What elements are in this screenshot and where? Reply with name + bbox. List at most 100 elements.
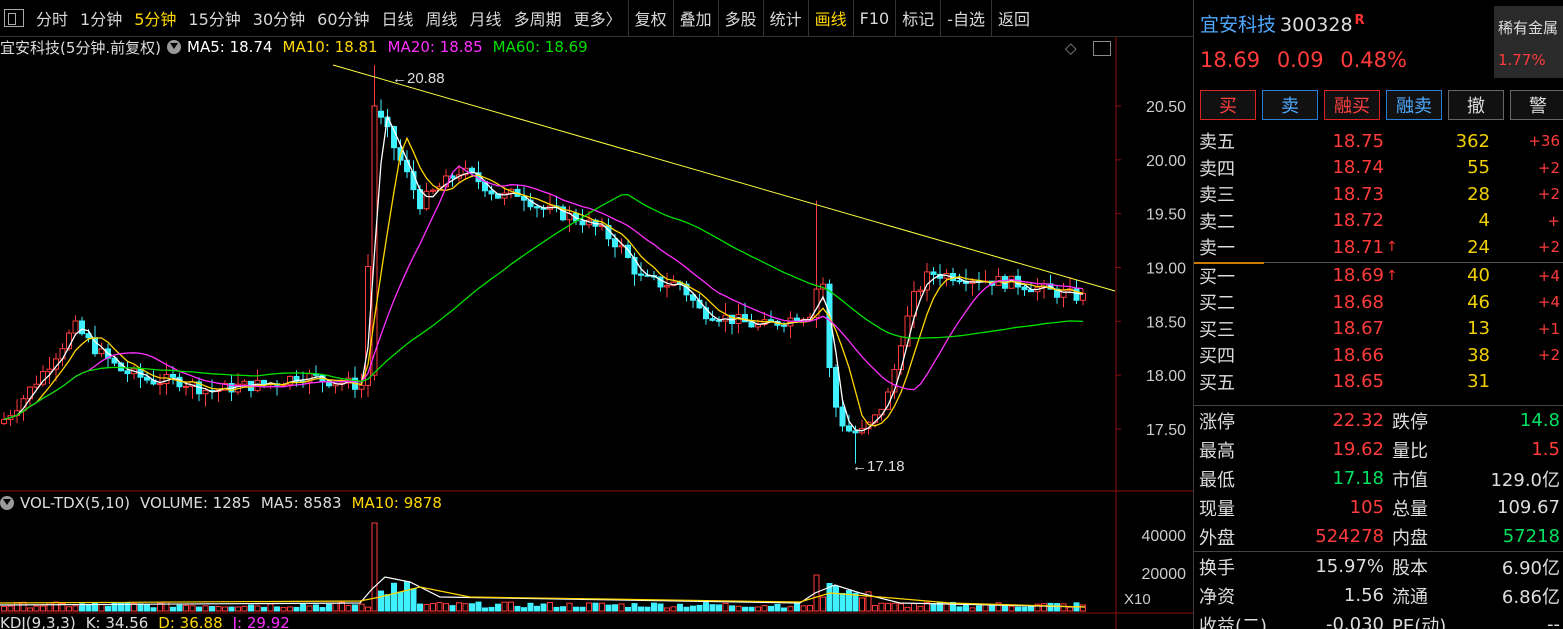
kdj-indicator-bar: KDJ(9,3,3) K: 34.56 D: 36.88 J: 29.92	[0, 613, 290, 629]
period-tab-10[interactable]: 更多〉	[573, 10, 622, 29]
tool-button-7[interactable]: -自选	[947, 10, 986, 29]
trade-button-0[interactable]: 买	[1200, 90, 1256, 120]
price-change: 0.09	[1276, 48, 1324, 72]
asks-row[interactable]: 卖一 18.71 ↑ 24 +2	[1194, 234, 1563, 261]
tool-buttons: 复权 叠加 多股 统计 画线 F10 标记 -自选 返回	[629, 0, 1036, 36]
tool-button-2[interactable]: 多股	[724, 10, 757, 29]
stats-row: 换手 15.97% 股本 6.90亿	[1194, 552, 1563, 581]
drawn-trendline[interactable]	[332, 64, 1116, 292]
legend-item: J: 29.92	[232, 614, 290, 629]
bids-row[interactable]: 买五 18.65 31	[1194, 369, 1563, 396]
tool-button-5[interactable]: F10	[859, 8, 890, 28]
level-change: +2	[1537, 346, 1560, 365]
price-tick-label: 20.00	[1146, 153, 1186, 170]
stat-key2: 总量	[1392, 498, 1428, 520]
level-label: 买五	[1199, 372, 1235, 394]
tool-button-4[interactable]: 画线	[814, 10, 847, 29]
level-change: +	[1547, 211, 1560, 230]
stats-row: 净资 1.56 流通 6.86亿	[1194, 581, 1563, 610]
stat-key2: 内盘	[1392, 527, 1428, 549]
legend-item: KDJ(9,3,3)	[0, 614, 76, 629]
stat-key2: 流通	[1392, 586, 1428, 608]
price-tick-label: 19.00	[1146, 261, 1186, 278]
period-tab-4[interactable]: 30分钟	[252, 10, 306, 29]
level-volume: 4	[1478, 210, 1490, 232]
trade-button-2[interactable]: 融买	[1324, 90, 1380, 120]
volume-menu-icon[interactable]	[0, 496, 14, 510]
trade-button-5[interactable]: 警	[1510, 90, 1563, 120]
tool-button-0[interactable]: 复权	[634, 10, 667, 29]
level-label: 买二	[1199, 293, 1235, 315]
trade-button-1[interactable]: 卖	[1262, 90, 1318, 120]
stats-row: 涨停 22.32 跌停 14.8	[1194, 406, 1563, 435]
volume-unit-label: X10	[1124, 591, 1151, 608]
up-arrow-icon: ↑	[1386, 267, 1398, 284]
period-tab-1[interactable]: 1分钟	[80, 10, 123, 29]
candlestick-chart[interactable]: 20.50 20.00 19.50 19.00 18.50 18.00 17.50 40000…	[0, 37, 1193, 629]
stock-name: 宜安科技	[1200, 14, 1277, 36]
tool-divider	[717, 0, 719, 36]
bids-row[interactable]: 买一 18.69 ↑ 40 +4	[1194, 263, 1563, 290]
stat-value2: 6.86亿	[1501, 586, 1560, 608]
stat-key: 收益(二)	[1199, 615, 1268, 629]
trade-button-3[interactable]: 融卖	[1386, 90, 1442, 120]
indicator-menu-icon[interactable]	[167, 40, 182, 54]
stats-row: 外盘 524278 内盘 57218	[1194, 522, 1563, 551]
level-label: 买四	[1199, 346, 1235, 368]
level-label: 买一	[1199, 266, 1235, 288]
toolbar-divider	[627, 0, 629, 36]
period-tab-5[interactable]: 60分钟	[317, 10, 370, 29]
tool-divider	[991, 0, 993, 36]
trade-button-row: 买卖融买 融卖撤警	[1200, 90, 1563, 120]
period-tab-7[interactable]: 周线	[425, 10, 458, 29]
stat-key: 涨停	[1199, 411, 1235, 433]
trade-button-4[interactable]: 撤	[1448, 90, 1504, 120]
stat-value: 22.32	[1332, 410, 1384, 431]
level-change: +1	[1537, 319, 1560, 338]
tool-divider	[895, 0, 897, 36]
layout-toggle-icon[interactable]	[4, 9, 24, 27]
period-tabs: 分时 1分钟 5分钟 15分钟 30分钟 60分钟 日线 周线 月线 多周期 更多〉	[30, 0, 628, 36]
level-label: 买三	[1199, 319, 1235, 341]
stat-value: 105	[1349, 497, 1384, 518]
bids-row[interactable]: 买二 18.68 46 +4	[1194, 289, 1563, 316]
stat-value2: --	[1547, 614, 1560, 629]
level-change: +2	[1537, 185, 1560, 204]
bids-row[interactable]: 买四 18.66 38 +2	[1194, 342, 1563, 369]
bids-row[interactable]: 买三 18.67 13 +1	[1194, 316, 1563, 343]
stats-table: 涨停 22.32 跌停 14.8 最高 19.62 量比 1.5 最低 17.18 市值 129.0亿…	[1194, 405, 1563, 629]
asks-row[interactable]: 卖四 18.74 55 +2	[1194, 155, 1563, 182]
period-tab-3[interactable]: 15分钟	[188, 10, 241, 29]
diamond-icon[interactable]: ◇	[1065, 39, 1077, 57]
asks-row[interactable]: 卖三 18.73 28 +2	[1194, 181, 1563, 208]
asks-row[interactable]: 卖二 18.72 4 +	[1194, 208, 1563, 235]
quote-panel: 宜安科技 300328 R 18.69 0.09 0.48% 稀有金属 1.77% …	[1193, 0, 1563, 629]
stat-key2: 市值	[1392, 469, 1428, 491]
level-change: +2	[1537, 238, 1560, 257]
high-annotation: ←20.88	[392, 70, 445, 87]
level-change: +36	[1528, 132, 1560, 151]
tool-button-6[interactable]: 标记	[902, 10, 935, 29]
stat-key: 净资	[1199, 586, 1235, 608]
sector-tag[interactable]: 稀有金属 1.77%	[1494, 6, 1563, 78]
stats-row: 最高 19.62 量比 1.5	[1194, 435, 1563, 464]
tool-button-3[interactable]: 统计	[769, 10, 802, 29]
stat-value: 17.18	[1332, 468, 1384, 489]
level-price: 18.72	[1332, 210, 1384, 232]
period-tab-2[interactable]: 5分钟	[134, 10, 177, 29]
period-tab-9[interactable]: 多周期	[513, 10, 562, 29]
tool-button-8[interactable]: 返回	[998, 10, 1031, 29]
panel-toggle-icon[interactable]	[1093, 41, 1111, 56]
stat-value: 15.97%	[1315, 556, 1384, 577]
volume-ma5-line	[0, 576, 1086, 608]
level-price: 18.73	[1332, 183, 1384, 205]
stat-key2: 跌停	[1392, 411, 1428, 433]
period-tab-0[interactable]: 分时	[36, 10, 69, 29]
chart-area[interactable]: 20.50 20.00 19.50 19.00 18.50 18.00 17.50 40000…	[0, 37, 1193, 629]
period-tab-6[interactable]: 日线	[381, 10, 414, 29]
stat-value2: 6.90亿	[1501, 557, 1560, 579]
asks-row[interactable]: 卖五 18.75 362 +36	[1194, 128, 1563, 155]
tool-button-1[interactable]: 叠加	[679, 10, 712, 29]
period-tab-8[interactable]: 月线	[469, 10, 502, 29]
stat-key: 外盘	[1199, 527, 1235, 549]
